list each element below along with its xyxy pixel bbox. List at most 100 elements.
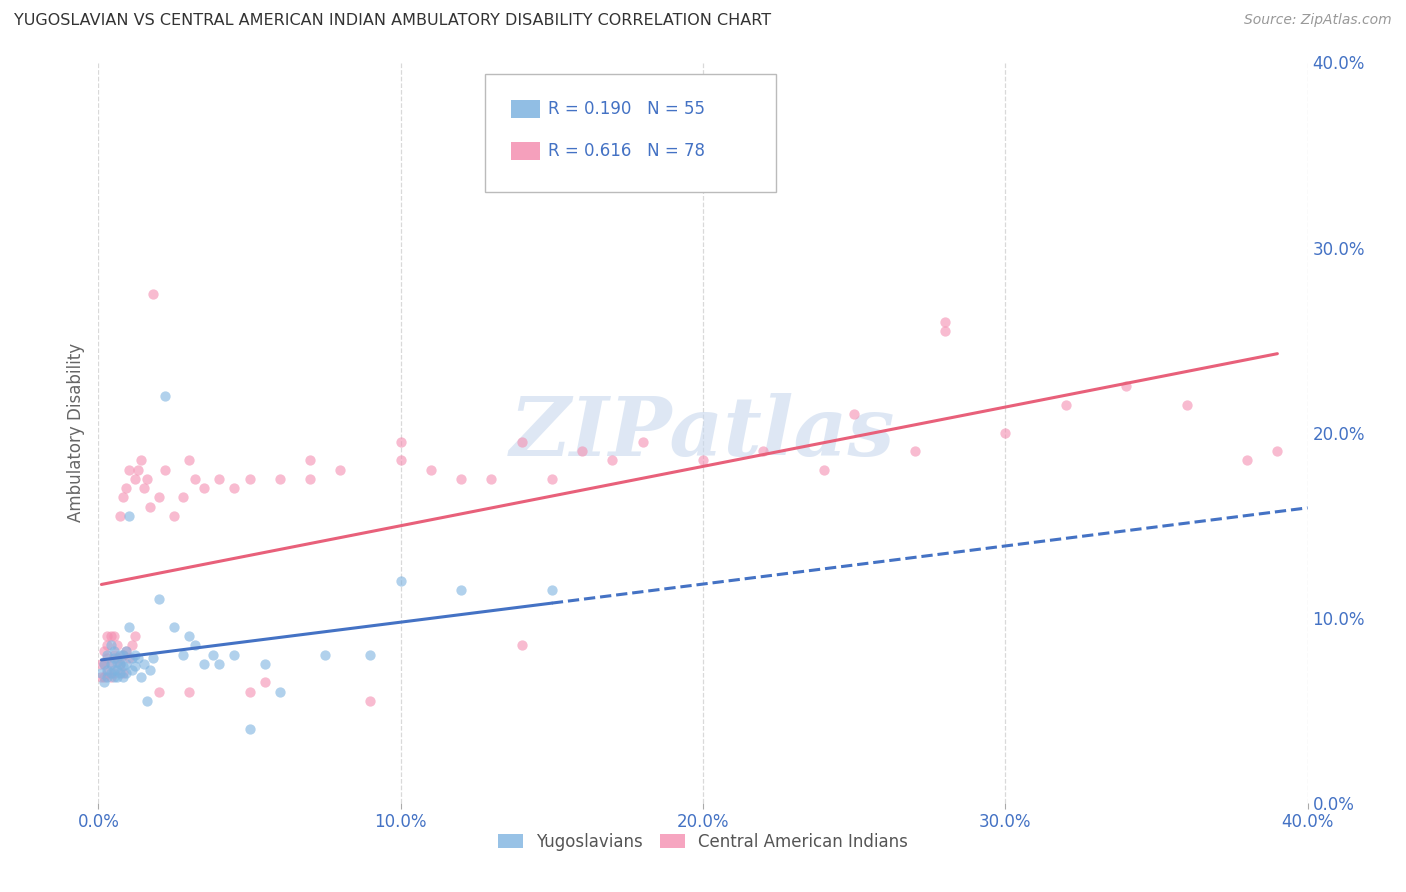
Point — [1054, 398, 1077, 412]
Point — [269, 685, 291, 699]
Point — [105, 639, 128, 653]
Point — [135, 472, 157, 486]
Point — [450, 582, 472, 597]
Point — [108, 648, 131, 662]
Point — [813, 462, 835, 476]
Point — [208, 472, 231, 486]
Point — [111, 648, 134, 662]
Point — [510, 434, 533, 449]
Point — [1115, 379, 1137, 393]
Point — [224, 481, 246, 495]
Text: R = 0.190   N = 55: R = 0.190 N = 55 — [548, 100, 706, 118]
Point — [93, 670, 115, 684]
Point — [163, 620, 186, 634]
Point — [108, 666, 131, 681]
Point — [108, 657, 131, 671]
Point — [103, 648, 125, 662]
Point — [934, 324, 956, 338]
Point — [139, 663, 162, 677]
Point — [114, 644, 136, 658]
Point — [329, 462, 352, 476]
Point — [314, 648, 336, 662]
Point — [1175, 398, 1198, 412]
Point — [100, 657, 122, 671]
Point — [148, 592, 170, 607]
Text: Source: ZipAtlas.com: Source: ZipAtlas.com — [1244, 13, 1392, 28]
Point — [127, 651, 149, 665]
Point — [389, 434, 412, 449]
Point — [129, 453, 152, 467]
Point — [208, 657, 231, 671]
Point — [202, 648, 225, 662]
Point — [111, 491, 134, 505]
FancyBboxPatch shape — [485, 73, 776, 192]
Point — [96, 670, 118, 684]
Point — [118, 651, 141, 665]
Point — [96, 639, 118, 653]
Point — [481, 472, 503, 486]
Point — [105, 663, 128, 677]
Legend: Yugoslavians, Central American Indians: Yugoslavians, Central American Indians — [491, 826, 915, 857]
Point — [103, 644, 125, 658]
Point — [100, 666, 122, 681]
Text: R = 0.616   N = 78: R = 0.616 N = 78 — [548, 143, 706, 161]
Point — [360, 648, 382, 662]
Point — [184, 639, 207, 653]
Point — [172, 648, 194, 662]
Text: ZIPatlas: ZIPatlas — [510, 392, 896, 473]
Point — [142, 286, 165, 301]
Point — [179, 629, 201, 643]
Point — [118, 620, 141, 634]
Point — [121, 639, 143, 653]
Point — [844, 407, 866, 421]
Point — [105, 655, 128, 669]
Point — [1267, 444, 1289, 458]
Point — [103, 663, 125, 677]
FancyBboxPatch shape — [510, 100, 540, 118]
Point — [148, 491, 170, 505]
Point — [904, 444, 927, 458]
Point — [135, 694, 157, 708]
Point — [108, 657, 131, 671]
Point — [389, 453, 412, 467]
Point — [299, 453, 322, 467]
Point — [103, 666, 125, 681]
Point — [100, 670, 122, 684]
Point — [124, 658, 146, 673]
Point — [96, 648, 118, 662]
Point — [90, 657, 112, 671]
Point — [253, 657, 276, 671]
Point — [752, 444, 775, 458]
Point — [239, 685, 262, 699]
Point — [114, 657, 136, 671]
Point — [129, 670, 152, 684]
Point — [108, 508, 131, 523]
Point — [148, 685, 170, 699]
Point — [1236, 453, 1258, 467]
FancyBboxPatch shape — [510, 143, 540, 161]
Point — [124, 648, 146, 662]
Point — [153, 388, 176, 402]
Point — [96, 663, 118, 677]
Point — [127, 462, 149, 476]
Point — [103, 670, 125, 684]
Point — [184, 472, 207, 486]
Point — [132, 657, 155, 671]
Point — [179, 453, 201, 467]
Point — [103, 629, 125, 643]
Point — [111, 658, 134, 673]
Point — [93, 644, 115, 658]
Point — [100, 629, 122, 643]
Point — [100, 639, 122, 653]
Point — [253, 675, 276, 690]
Point — [114, 644, 136, 658]
Point — [132, 481, 155, 495]
Point — [540, 472, 562, 486]
Point — [450, 472, 472, 486]
Point — [631, 434, 654, 449]
Point — [269, 472, 291, 486]
Point — [142, 651, 165, 665]
Point — [299, 472, 322, 486]
Point — [103, 651, 125, 665]
Point — [96, 651, 118, 665]
